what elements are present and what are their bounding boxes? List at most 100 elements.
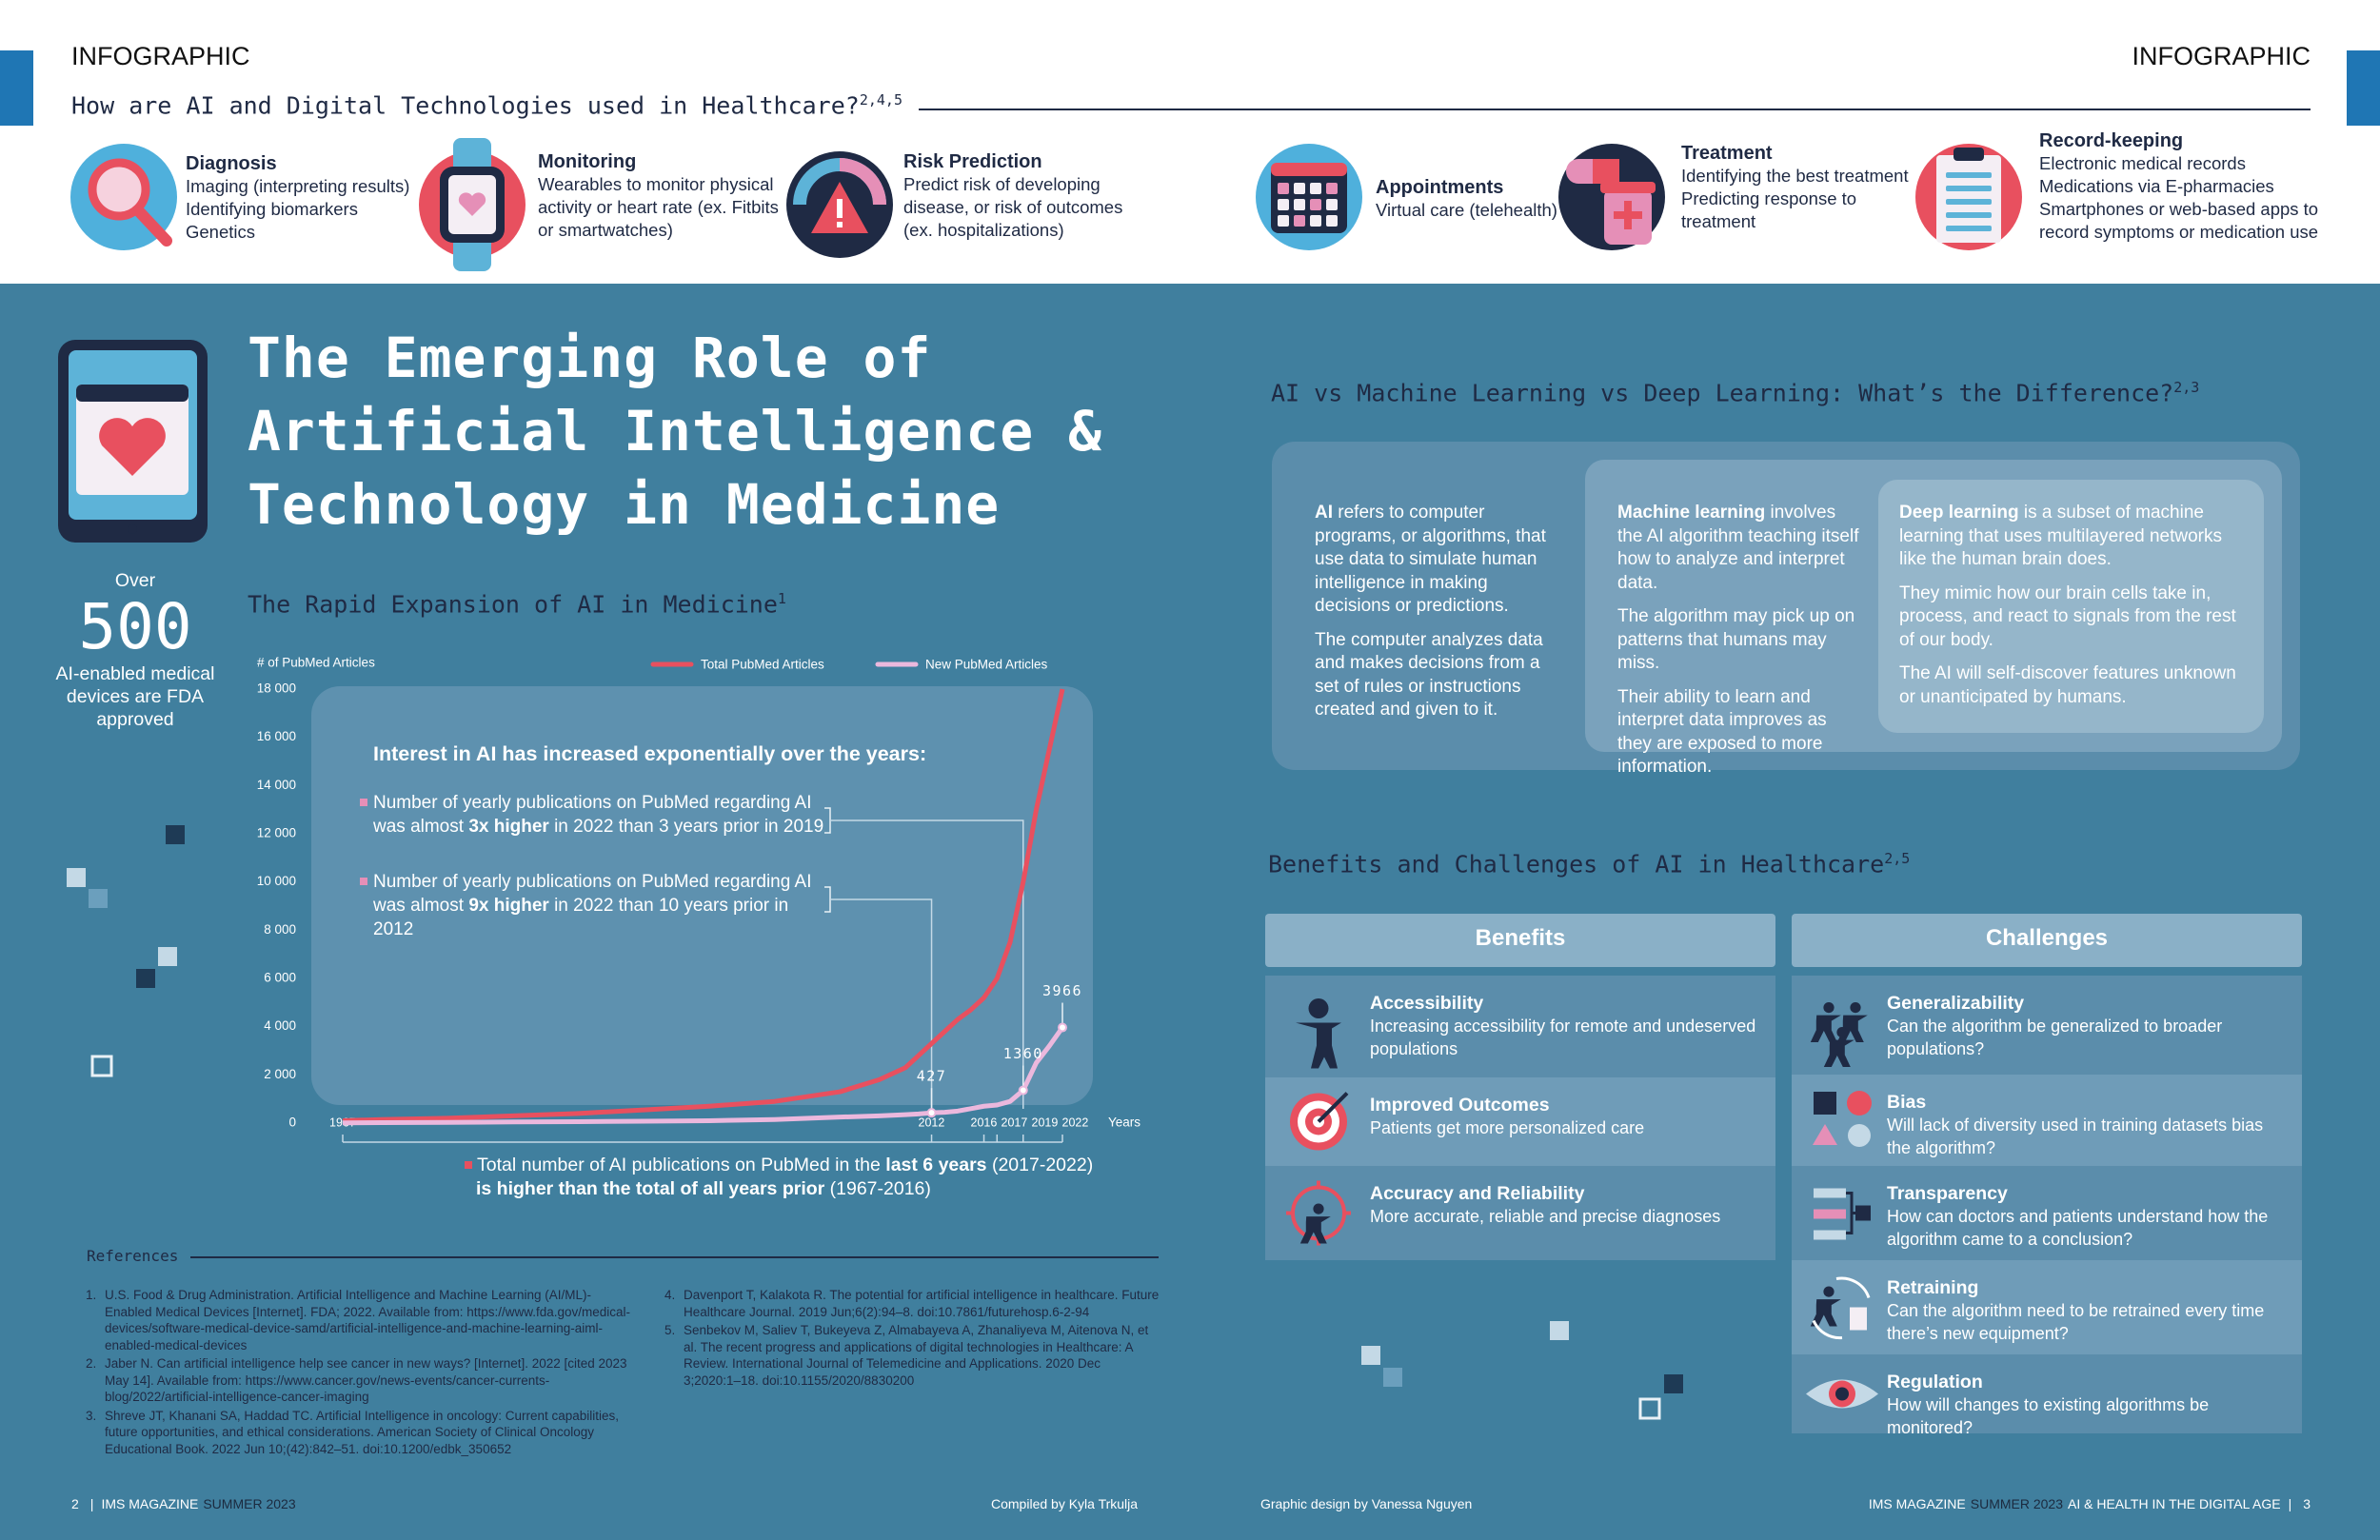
use-line: treatment [1681,211,1756,231]
decor-square [1383,1368,1402,1387]
use-icons [70,138,2022,271]
data-label: 3966 [1042,982,1082,999]
icon-shape [1310,215,1321,227]
reference-number: 1. [86,1288,97,1302]
item-text: Increasing accessibility for remote and … [1370,1017,1756,1058]
row-icon [1814,1188,1871,1240]
page-number: 2 [71,1496,79,1511]
row-icon [1810,1002,1868,1067]
item-title: Accuracy and Reliability [1370,1183,1585,1204]
reference: 2. Jaber N. Can artificial intelligence h… [86,1355,638,1406]
reference-number: 3. [86,1408,97,1423]
chart-footnote: Total number of AI publications on PubMe… [465,1154,1095,1201]
reference: 3. Shreve JT, Khanani SA, Haddad TC. Arti… [86,1408,638,1458]
definition-text: is a subset of machine learning that use… [1899,503,2223,569]
definition-paragraph: They mimic how our brain cells take in, … [1899,582,2236,650]
icon-shape [1946,199,1992,205]
icon-shape [1810,1299,1841,1327]
hero-title-line: The Emerging Role of [248,326,932,390]
y-axis-label: # of PubMed Articles [257,656,375,670]
reference-text: U.S. Food & Drug Administration. Artific… [105,1288,631,1352]
reference-number: 4. [664,1288,676,1302]
item-text: How can doctors and patients understand … [1887,1207,2269,1249]
text-run: Total number of AI publications on PubMe… [477,1155,886,1175]
icon-shape [1614,211,1642,219]
x-tick-label: 2019 [1032,1116,1059,1129]
item-text: Can the algorithm need to be retrained e… [1887,1301,2265,1343]
text-run: Number of yearly publications on PubMed … [373,872,812,916]
chart-annotation: Interest in AI has increased exponential… [360,742,927,973]
page-number: 3 [2303,1496,2311,1511]
definition-panel [1878,480,2264,733]
icon-shape [1299,1216,1331,1244]
group-item: Regulation How will changes to existing a… [1887,1371,2287,1439]
references-column: 1. U.S. Food & Drug Administration. Artif… [86,1287,638,1459]
chart-title: The Rapid Expansion of AI in Medicine1 [248,590,786,618]
group-item: Improved Outcomes Patients get more perso… [1370,1094,1760,1139]
icon-shape [1813,1124,1837,1145]
icon-shape [1823,1002,1835,1014]
use-item: Risk Prediction Predict risk of developin… [903,150,1122,242]
icon-shape [1814,1092,1836,1115]
row-icon [1286,1180,1351,1246]
definition-paragraph: The computer analyzes data and makes dec… [1315,629,1543,721]
y-tick-label: 4 000 [264,1018,296,1033]
credit: Compiled by Kyla Trkulja [991,1496,1139,1511]
icon-shape [1593,159,1619,184]
y-tick-label: 12 000 [257,826,296,840]
definition: AI refers to computer programs, or algor… [1315,502,1560,733]
use-icon [1256,144,1362,250]
definition-paragraph: Machine learning involves the AI algorit… [1617,502,1863,595]
icon-shape [1946,172,1992,178]
group-row [1792,1166,2302,1260]
icon-shape [1850,1307,1867,1331]
issue: SUMMER 2023 [1970,1496,2064,1511]
icon-shape [837,199,843,218]
group-header [1265,914,1775,967]
icon-shape [1946,226,1992,231]
text-run: Number of yearly publications on PubMed … [373,793,812,837]
icon-shape [128,524,137,534]
icon-shape [1286,1211,1294,1215]
point-marker [1058,1022,1067,1033]
item-title: Generalizability [1887,993,2025,1014]
y-tick-label: 8 000 [264,922,296,937]
item-text: Can the algorithm be generalized to broa… [1887,1017,2223,1058]
reference-number: 5. [664,1323,676,1337]
callout-line [830,819,1024,1109]
group-item: Retraining Can the algorithm need to be r… [1887,1276,2287,1345]
annotation-heading: Interest in AI has increased exponential… [373,742,927,765]
decor-square [1550,1321,1569,1340]
reference: 1. U.S. Food & Drug Administration. Artif… [86,1287,638,1353]
stat: Over 500 AI-enabled medical devices are FDA… [50,569,221,731]
definition-paragraph: The AI will self-discover features unkno… [1899,663,2236,707]
use-title: Appointments [1376,177,1504,198]
decor-square [1361,1346,1380,1365]
icon-shape [1954,148,1984,161]
edge-tab [0,50,33,126]
icon-shape [1855,1205,1871,1221]
use-line: Genetics [186,222,256,242]
issue: SUMMER 2023 [203,1496,296,1511]
item-text: Patients get more personalized care [1370,1118,1645,1137]
y-tick-label: 2 000 [264,1067,296,1081]
group-heading: Challenges [1985,925,2109,951]
x-tick-label: 2022 [1062,1116,1089,1129]
icon-shape [1847,1091,1872,1116]
use-icon [786,151,893,258]
item-title: Transparency [1887,1183,2008,1204]
tablet-icon [58,340,208,543]
y-tick-label: 16 000 [257,729,296,743]
use-line: Electronic medical records [2039,153,2246,173]
stat-label: Over [114,570,156,591]
icon-shape [458,192,486,216]
separator: | [89,1496,94,1511]
use-icon [419,138,526,271]
legend-label: Total PubMed Articles [701,658,824,672]
y-tick-label: 6 000 [264,971,296,985]
data-label: 1360 [1003,1045,1043,1062]
hero-title: The Emerging Role of Artificial Intellige… [248,322,1102,542]
benefits-challenges-title: Benefits and Challenges of AI in Healthc… [1268,850,1910,878]
references-column: 4. Davenport T, Kalakota R. The potential… [664,1287,1160,1391]
